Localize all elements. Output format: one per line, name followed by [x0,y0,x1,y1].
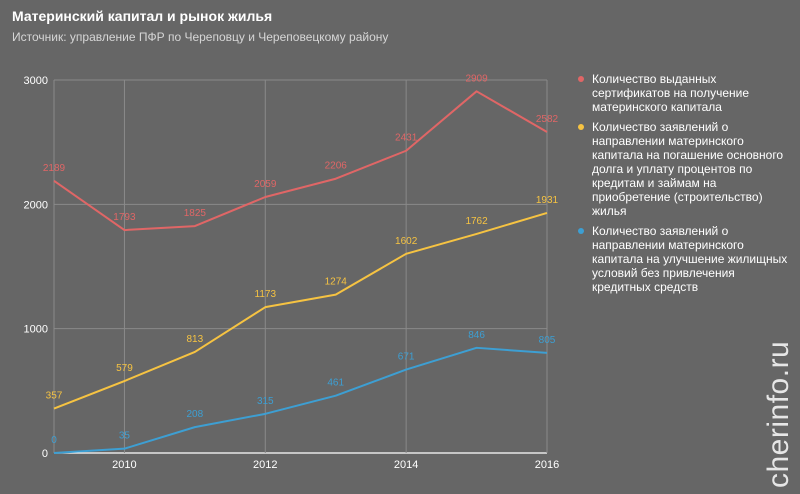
legend-label: Количество выданных сертификатов на полу… [592,72,750,114]
data-label: 1931 [536,195,559,206]
legend-label: Количество заявлений о направлении матер… [592,224,788,294]
data-label: 208 [187,409,204,420]
legend-label: Количество заявлений о направлении матер… [592,120,784,218]
data-label: 1602 [395,236,418,247]
data-label: 461 [327,378,344,389]
data-label: 0 [51,435,57,446]
data-label: 2909 [465,73,488,84]
series-line-3 [53,346,548,454]
legend-marker-icon [578,228,584,234]
legend-marker-icon [578,76,584,82]
data-label: 813 [187,334,204,345]
y-tick-label: 0 [42,448,48,460]
data-label: 805 [539,335,556,346]
chart-grid [53,79,548,454]
x-tick-label: 2014 [394,459,418,471]
data-label: 671 [398,352,415,363]
x-tick-label: 2016 [535,459,559,471]
data-label: 357 [46,391,63,402]
series-lines [53,90,548,454]
series-line-2 [53,211,548,410]
watermark: cherinfo.ru [762,340,795,488]
chart-title: Материнский капитал и рынок жилья [12,8,273,24]
data-labels: 2189 1793 1825 2059 2206 2431 2909 2582 357 579 81… [43,73,559,446]
legend-marker-icon [578,124,584,130]
data-label: 315 [257,396,274,407]
data-label: 1274 [325,277,348,288]
data-label: 2431 [395,133,418,144]
x-tick-label: 2010 [112,459,136,471]
x-tick-label: 2012 [253,459,277,471]
series-line-1 [53,90,548,232]
data-label: 2206 [325,161,348,172]
data-label: 1793 [113,212,136,223]
data-label: 2059 [254,179,277,190]
data-label: 579 [116,363,133,374]
data-label: 35 [119,431,131,442]
chart-subtitle: Источник: управление ПФР по Череповцу и … [12,30,389,44]
data-label: 2582 [536,114,559,125]
data-label: 846 [468,330,485,341]
axis-labels: 0 1000 2000 3000 2010 2012 2014 2016 [24,75,560,471]
legend-item-housing-improvement[interactable]: Количество заявлений о направлении матер… [566,224,796,294]
legend-item-certificates[interactable]: Количество выданных сертификатов на полу… [566,72,796,114]
data-label: 1762 [465,216,488,227]
legend-item-credit-repayment[interactable]: Количество заявлений о направлении матер… [566,120,796,218]
data-label: 1173 [255,289,277,300]
data-label: 2189 [43,163,66,174]
y-tick-label: 1000 [24,324,48,336]
chart-legend: Количество выданных сертификатов на полу… [566,72,796,300]
data-label: 1825 [184,208,207,219]
y-tick-label: 2000 [24,199,48,211]
y-tick-label: 3000 [24,75,48,87]
